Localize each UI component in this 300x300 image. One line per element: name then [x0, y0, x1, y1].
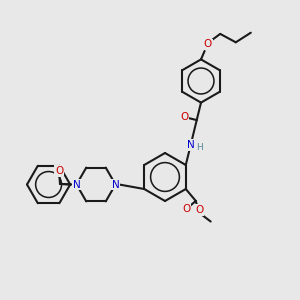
Text: H: H [196, 143, 203, 152]
Text: N: N [112, 179, 119, 190]
Text: N: N [187, 140, 194, 150]
Text: O: O [180, 112, 189, 122]
Text: N: N [73, 179, 80, 190]
Text: O: O [203, 39, 212, 50]
Text: O: O [182, 204, 190, 214]
Text: O: O [55, 166, 63, 176]
Text: O: O [195, 205, 203, 215]
